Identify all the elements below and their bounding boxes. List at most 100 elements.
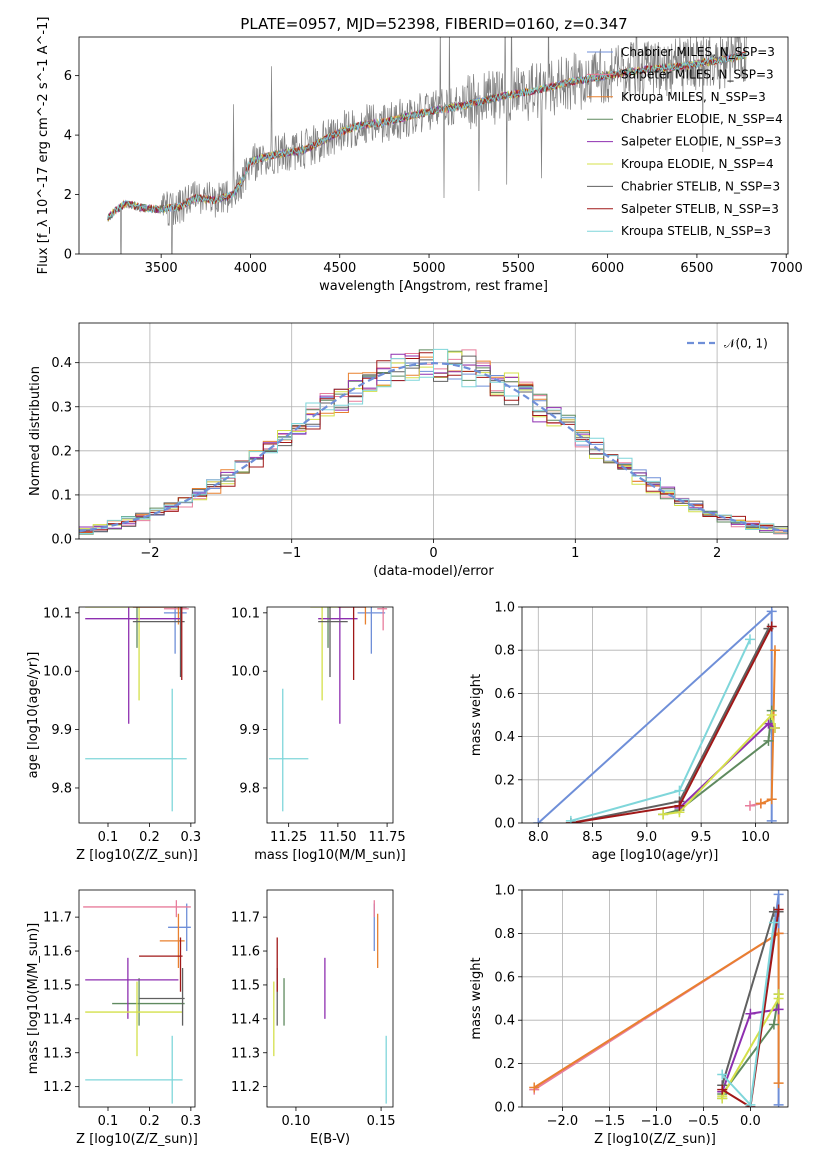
x-tick-label: 0.2 bbox=[139, 830, 160, 845]
x-axis-label: mass [log10(M/M_sun)] bbox=[254, 848, 406, 863]
x-tick-label: −1.5 bbox=[594, 1114, 626, 1129]
legend-label: Salpeter STELIB, N_SSP=3 bbox=[621, 202, 779, 216]
y-tick-label: 0.2 bbox=[494, 1057, 515, 1072]
x-tick-label: 0.3 bbox=[181, 1114, 202, 1129]
x-tick-label: 1 bbox=[571, 546, 579, 561]
plot-area bbox=[107, 37, 747, 254]
mass-weight-point bbox=[717, 1084, 728, 1095]
mass-weight-point bbox=[763, 718, 774, 729]
plot-area bbox=[273, 900, 387, 1104]
x-tick-label: 11.25 bbox=[270, 830, 307, 845]
y-axis-label: mass weight bbox=[469, 674, 484, 756]
y-tick-label: 9.9 bbox=[239, 723, 260, 738]
x-tick-label: 9.5 bbox=[691, 830, 712, 845]
x-axis-label: wavelength [Angstrom, rest frame] bbox=[319, 279, 548, 294]
panel-massweight_vs_age: 8.0 8.5 9.0 9.5 10.0 0.0 0.2 0.4 0.6 0.8 1.0 age [l… bbox=[469, 601, 789, 863]
y-axis-label: Flux [f_λ 10^-17 erg cm^-2 s^-1 A^-1] bbox=[36, 17, 51, 275]
x-axis-label: (data-model)/error bbox=[373, 564, 494, 579]
normal-curve-line bbox=[79, 361, 788, 533]
y-tick-label: 9.8 bbox=[239, 781, 260, 796]
axes-frame bbox=[266, 889, 394, 1108]
x-tick-label: 0.1 bbox=[98, 830, 119, 845]
y-tick-label: 0.2 bbox=[51, 444, 72, 459]
legend-label: Chabrier STELIB, N_SSP=3 bbox=[621, 179, 780, 193]
x-tick-label: 5000 bbox=[412, 261, 445, 276]
axes-frame bbox=[78, 36, 789, 255]
legend-label: Salpeter ELODIE, N_SSP=3 bbox=[621, 135, 782, 149]
y-tick-label: 11.3 bbox=[231, 1046, 260, 1061]
panel-mass_vs_Z: 0.1 0.2 0.3 11.2 11.3 11.4 11.5 11.6 11.7 Z [log1… bbox=[26, 889, 202, 1147]
y-tick-label: 10.0 bbox=[231, 665, 260, 680]
y-tick-label: 11.2 bbox=[43, 1080, 72, 1095]
x-tick-label: −2 bbox=[140, 546, 159, 561]
mass-weight-point bbox=[763, 735, 774, 746]
model-spectrum-line bbox=[107, 52, 747, 220]
x-tick-label: 9.0 bbox=[637, 830, 658, 845]
axes-frame bbox=[78, 322, 789, 540]
x-tick-label: 0.10 bbox=[281, 1114, 310, 1129]
x-tick-label: 6500 bbox=[680, 261, 713, 276]
x-tick-label: 10.0 bbox=[741, 830, 770, 845]
y-tick-label: 11.2 bbox=[231, 1080, 260, 1095]
axes-frame bbox=[521, 606, 789, 824]
panel-massweight_vs_Z: −2.0 −1.5 −1.0 −0.5 0.0 0.0 0.2 0.4 0.6 0.8 1.0 Z [… bbox=[469, 884, 789, 1147]
y-tick-label: 10.1 bbox=[231, 606, 260, 621]
y-tick-label: 0.8 bbox=[494, 927, 515, 942]
x-axis-label: Z [log10(Z/Z_sun)] bbox=[76, 1132, 198, 1147]
x-tick-label: 0.2 bbox=[139, 1114, 160, 1129]
y-tick-label: 0.4 bbox=[494, 730, 515, 745]
figure-title: PLATE=0957, MJD=52398, FIBERID=0160, z=0… bbox=[240, 15, 627, 33]
x-tick-label: 0 bbox=[429, 546, 437, 561]
x-tick-label: 2 bbox=[713, 546, 721, 561]
x-tick-label: 8.0 bbox=[528, 830, 549, 845]
mass-weight-line bbox=[721, 909, 780, 1107]
y-tick-label: 0.4 bbox=[51, 356, 72, 371]
mass-weight-point bbox=[766, 794, 777, 805]
y-tick-label: 10.1 bbox=[43, 606, 72, 621]
y-tick-label: 9.8 bbox=[51, 781, 72, 796]
x-axis-label: Z [log10(Z/Z_sun)] bbox=[594, 1132, 716, 1147]
x-tick-label: 0.3 bbox=[181, 830, 202, 845]
legend-label: Kroupa MILES, N_SSP=3 bbox=[621, 90, 766, 104]
mass-weight-point bbox=[755, 798, 766, 809]
x-tick-label: 11.75 bbox=[368, 830, 405, 845]
y-tick-label: 11.5 bbox=[231, 978, 260, 993]
mass-weight-point bbox=[565, 815, 576, 823]
mass-weight-point bbox=[717, 1069, 728, 1080]
x-axis-label: age [log10(age/yr)] bbox=[592, 848, 719, 863]
mass-weight-line bbox=[662, 712, 776, 816]
plot-area bbox=[533, 607, 780, 823]
y-tick-label: 11.7 bbox=[231, 911, 260, 926]
y-tick-label: 11.5 bbox=[43, 978, 72, 993]
y-tick-label: 11.3 bbox=[43, 1046, 72, 1061]
mass-weight-point bbox=[674, 785, 685, 796]
panel-age_vs_Z: 0.1 0.2 0.3 9.8 9.9 10.0 10.1 Z [log10(Z/Z_sun)… bbox=[26, 606, 202, 863]
y-tick-label: 0.8 bbox=[494, 644, 515, 659]
y-tick-label: 0.2 bbox=[494, 773, 515, 788]
y-tick-label: 11.4 bbox=[43, 1012, 72, 1027]
mass-weight-point bbox=[766, 710, 777, 720]
legend-label: Chabrier MILES, N_SSP=3 bbox=[621, 45, 775, 59]
y-tick-label: 0.6 bbox=[494, 687, 515, 702]
x-tick-label: −0.5 bbox=[688, 1114, 720, 1129]
mass-weight-point bbox=[766, 607, 777, 617]
mass-weight-point bbox=[529, 1082, 540, 1093]
mass-weight-point bbox=[745, 634, 755, 645]
y-tick-label: 0.4 bbox=[494, 1014, 515, 1029]
x-tick-label: 0.0 bbox=[740, 1114, 761, 1129]
mass-weight-point bbox=[674, 800, 685, 811]
x-tick-label: 0.1 bbox=[98, 1114, 119, 1129]
x-tick-label: 0.15 bbox=[367, 1114, 396, 1129]
y-tick-label: 0.0 bbox=[494, 1101, 515, 1116]
plot-area bbox=[83, 900, 191, 1104]
x-tick-label: 11.50 bbox=[319, 830, 356, 845]
mass-weight-point bbox=[773, 1004, 784, 1015]
panel-age_vs_mass: 11.25 11.50 11.75 9.8 9.9 10.0 10.1 mass [log10… bbox=[231, 606, 406, 863]
panel-spectrum: 3500 4000 4500 5000 5500 6000 6500 7000 0 2 4 6 wave… bbox=[36, 17, 803, 294]
y-tick-label: 0.0 bbox=[51, 533, 72, 548]
x-axis-label: E(B-V) bbox=[310, 1132, 350, 1147]
y-tick-label: 11.6 bbox=[231, 945, 260, 960]
mass-weight-point bbox=[773, 1099, 784, 1107]
mass-weight-point bbox=[773, 989, 784, 1000]
